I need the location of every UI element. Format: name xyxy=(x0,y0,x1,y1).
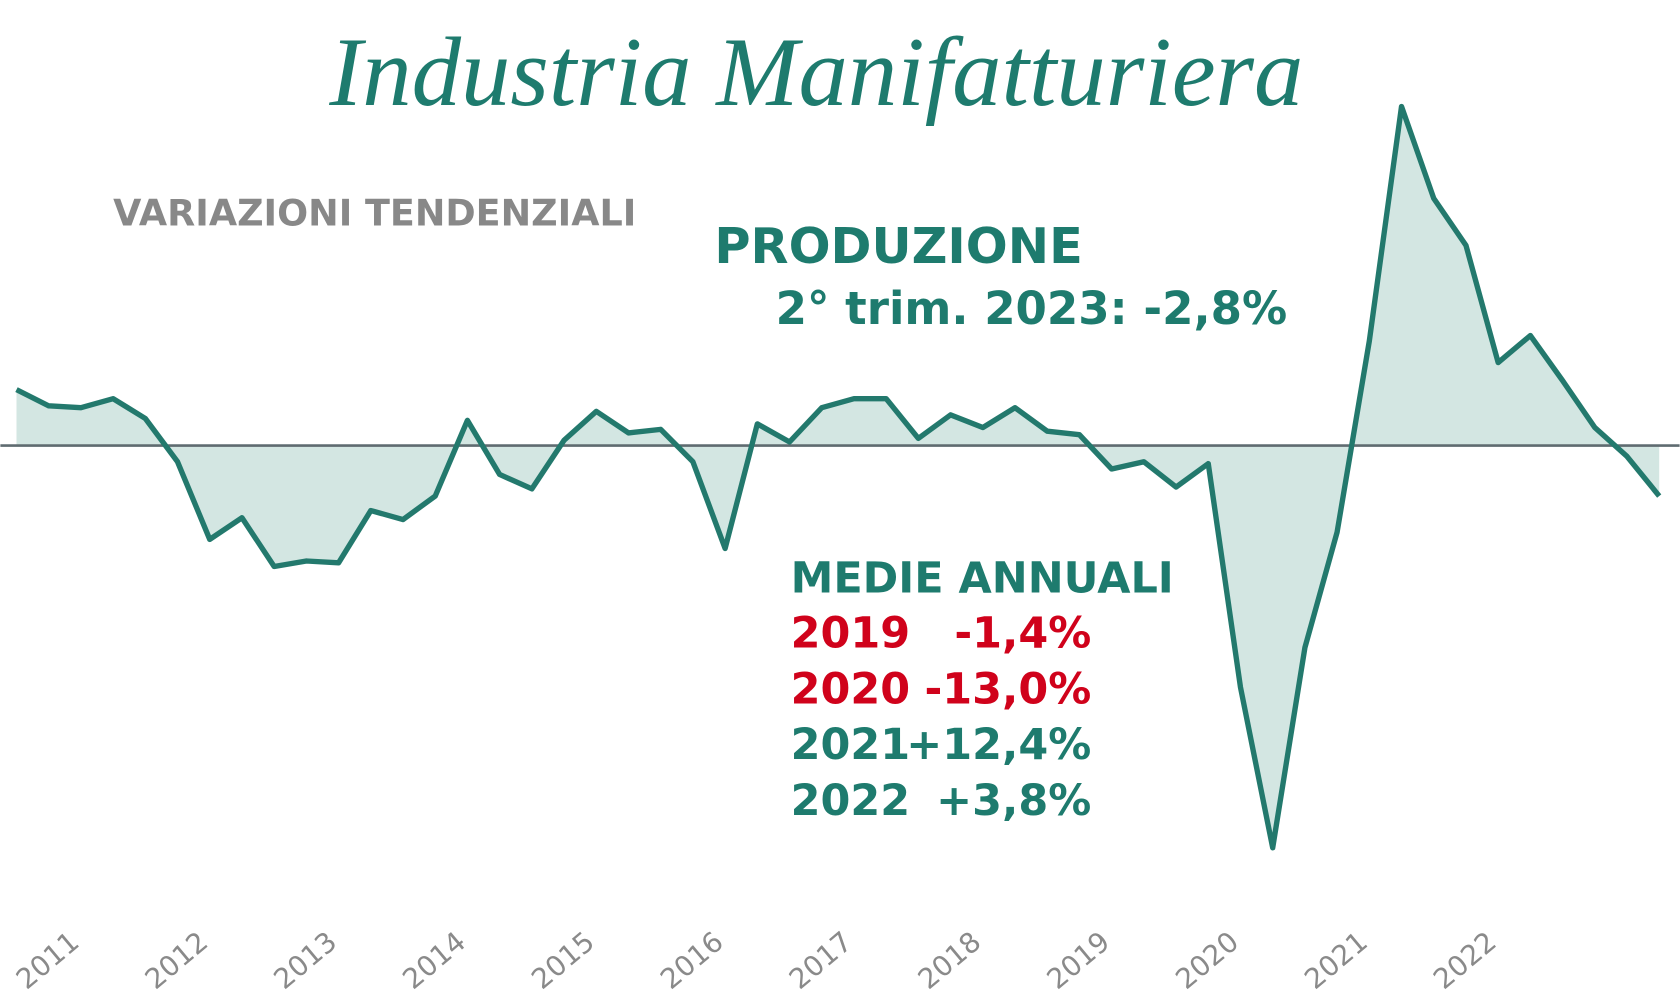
x-tick-label: 2019 xyxy=(1041,925,1117,991)
average-value: +3,8% xyxy=(936,776,1091,826)
area-fill xyxy=(16,106,1660,848)
annotation-text: 2° trim. 2023: -2,8% xyxy=(776,282,1288,335)
x-tick-label: 2013 xyxy=(267,925,343,991)
average-year: 2020 xyxy=(791,664,911,714)
subtitle: VARIAZIONI TENDENZIALI xyxy=(113,191,636,234)
x-tick-label: 2020 xyxy=(1169,925,1245,991)
x-tick-label: 2022 xyxy=(1427,925,1503,991)
x-tick-label: 2017 xyxy=(783,925,859,991)
average-year: 2021 xyxy=(791,720,911,770)
average-value: +12,4% xyxy=(906,720,1091,770)
x-tick-label: 2012 xyxy=(139,925,215,991)
average-year: 2022 xyxy=(791,776,911,826)
average-value: -13,0% xyxy=(924,664,1091,714)
x-tick-label: 2021 xyxy=(1298,925,1374,991)
series-line xyxy=(15,103,1662,851)
x-tick-label: 2018 xyxy=(912,925,988,991)
annotation-title: PRODUZIONE xyxy=(714,217,1082,275)
x-tick-label: 2014 xyxy=(396,925,472,991)
average-value: -1,4% xyxy=(954,608,1091,658)
x-tick-label: 2011 xyxy=(10,925,86,991)
annual-averages-title: MEDIE ANNUALI xyxy=(791,554,1174,604)
average-year: 2019 xyxy=(791,608,911,658)
x-tick-label: 2016 xyxy=(654,925,730,991)
chart-title: Industria Manifatturiera xyxy=(328,18,1303,127)
x-tick-label: 2015 xyxy=(525,925,601,991)
